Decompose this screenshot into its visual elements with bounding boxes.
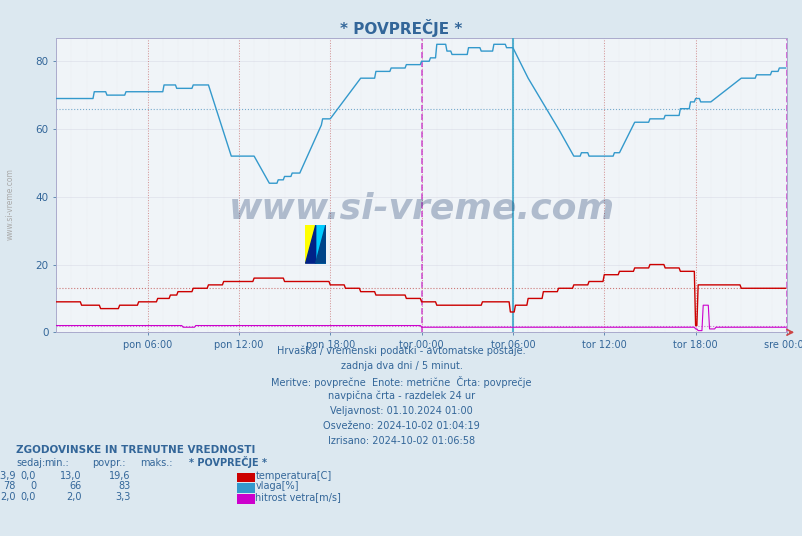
Text: 0,0: 0,0 — [21, 492, 36, 502]
Text: Hrvaška / vremenski podatki - avtomatske postaje.: Hrvaška / vremenski podatki - avtomatske… — [277, 346, 525, 356]
Text: zadnja dva dni / 5 minut.: zadnja dva dni / 5 minut. — [340, 361, 462, 371]
Text: 2,0: 2,0 — [1, 492, 16, 502]
Text: * POVPREČJE *: * POVPREČJE * — [340, 19, 462, 37]
Text: min.:: min.: — [44, 458, 69, 468]
Text: 13,0: 13,0 — [60, 471, 82, 481]
Text: temperatura[C]: temperatura[C] — [255, 471, 331, 481]
Text: 66: 66 — [70, 481, 82, 492]
Text: 78: 78 — [4, 481, 16, 492]
Text: 19,6: 19,6 — [109, 471, 131, 481]
Text: hitrost vetra[m/s]: hitrost vetra[m/s] — [255, 492, 341, 502]
Text: povpr.:: povpr.: — [92, 458, 126, 468]
Text: 2,0: 2,0 — [67, 492, 82, 502]
Text: 13,9: 13,9 — [0, 471, 16, 481]
Text: 0: 0 — [30, 481, 36, 492]
Text: www.si-vreme.com: www.si-vreme.com — [6, 168, 15, 240]
Text: maks.:: maks.: — [140, 458, 172, 468]
Text: 83: 83 — [119, 481, 131, 492]
Text: sedaj:: sedaj: — [16, 458, 45, 468]
Text: 0,0: 0,0 — [21, 471, 36, 481]
Text: * POVPREČJE *: * POVPREČJE * — [188, 456, 266, 468]
Text: www.si-vreme.com: www.si-vreme.com — [229, 191, 614, 226]
Text: Meritve: povprečne  Enote: metrične  Črta: povprečje: Meritve: povprečne Enote: metrične Črta:… — [271, 376, 531, 388]
Text: Osveženo: 2024-10-02 01:04:19: Osveženo: 2024-10-02 01:04:19 — [322, 421, 480, 431]
Text: Izrisano: 2024-10-02 01:06:58: Izrisano: 2024-10-02 01:06:58 — [327, 436, 475, 446]
Text: navpična črta - razdelek 24 ur: navpična črta - razdelek 24 ur — [327, 391, 475, 401]
Text: ZGODOVINSKE IN TRENUTNE VREDNOSTI: ZGODOVINSKE IN TRENUTNE VREDNOSTI — [16, 445, 255, 455]
Text: Veljavnost: 01.10.2024 01:00: Veljavnost: 01.10.2024 01:00 — [330, 406, 472, 416]
Text: 3,3: 3,3 — [115, 492, 131, 502]
Text: vlaga[%]: vlaga[%] — [255, 481, 298, 492]
